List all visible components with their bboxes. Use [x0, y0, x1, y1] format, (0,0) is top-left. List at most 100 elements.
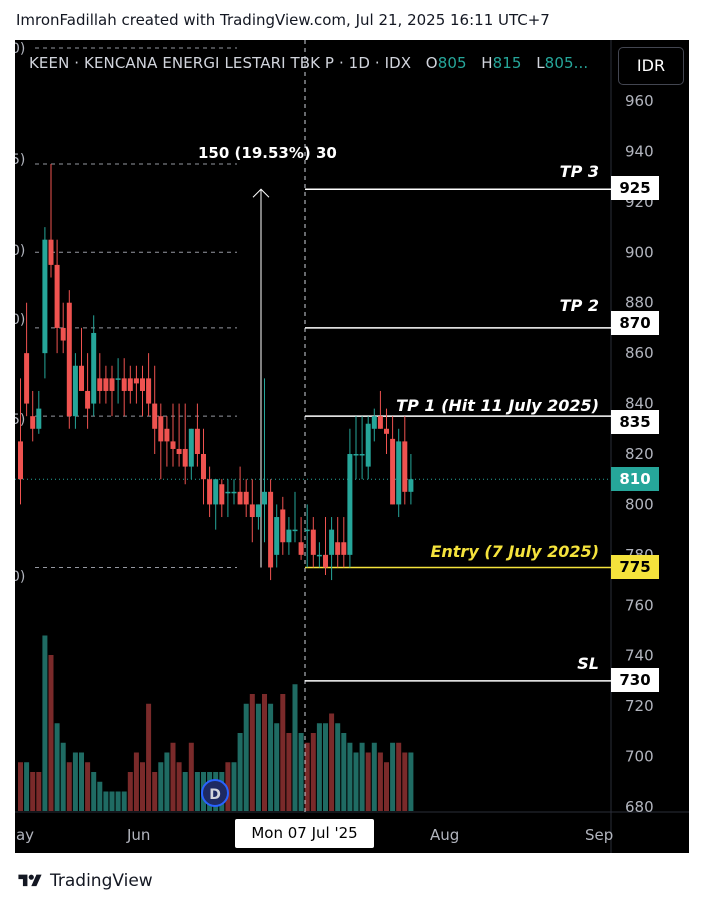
entry-label: Entry (7 July 2025) — [430, 542, 599, 561]
candle-body — [54, 264, 60, 328]
candle-body — [243, 491, 249, 505]
chart-pane[interactable]: 9609409209008808608408208007807607407207… — [15, 40, 689, 853]
x-tick-label: Aug — [430, 826, 459, 844]
candle-body — [115, 378, 121, 380]
y-tick-label: 760 — [625, 596, 654, 614]
volume-bar — [109, 791, 115, 811]
y-tick-label: 720 — [625, 697, 654, 715]
candle-body — [255, 504, 261, 518]
volume-bar — [353, 752, 359, 811]
volume-bar — [396, 742, 402, 811]
dividend-badge[interactable]: D — [201, 779, 229, 807]
attribution-header: ImronFadillah created with TradingView.c… — [16, 11, 550, 29]
volume-bar — [72, 752, 78, 811]
candle-body — [329, 529, 335, 555]
volume-bar — [298, 733, 304, 811]
candle-body — [341, 542, 347, 555]
candle-body — [274, 517, 280, 555]
volume-bar — [335, 723, 341, 811]
volume-bar — [60, 742, 66, 811]
low-value: 805... — [544, 54, 589, 72]
left-edge-label: 0) — [15, 243, 25, 259]
candle-body — [140, 378, 145, 391]
candle-body — [30, 416, 36, 429]
volume-bar — [140, 762, 145, 811]
tradingview-logo-icon — [18, 874, 42, 887]
y-tick-label: 940 — [625, 142, 654, 160]
candle-body — [194, 428, 200, 454]
candle-body — [170, 441, 176, 449]
volume-bar — [48, 655, 54, 811]
y-tick-label: 680 — [625, 798, 654, 816]
candle-body — [371, 416, 377, 429]
volume-bar — [286, 733, 292, 811]
volume-bar — [365, 752, 371, 811]
candle-body — [182, 448, 188, 467]
candle-body — [402, 441, 408, 492]
candle-body — [103, 378, 109, 391]
candle-body — [201, 454, 206, 480]
measure-arrow-head — [252, 188, 270, 198]
volume-bar — [274, 723, 280, 811]
volume-bar — [42, 635, 48, 811]
volume-bar — [268, 703, 274, 811]
volume-bar — [66, 762, 72, 811]
candle-body — [24, 353, 30, 404]
candle-body — [121, 378, 127, 391]
candlestick-chart[interactable]: 9609409209008808608408208007807607407207… — [15, 40, 689, 853]
candle-body — [164, 428, 170, 442]
volume-bar — [255, 703, 261, 811]
left-edge-label: 0) — [15, 41, 25, 57]
volume-bar — [347, 742, 353, 811]
candle-body — [176, 448, 182, 454]
volume-bar — [164, 752, 170, 811]
volume-bar — [133, 752, 139, 811]
candle-body — [335, 542, 341, 555]
volume-bar — [54, 723, 60, 811]
left-edge-label: 0) — [15, 312, 25, 328]
volume-bar — [97, 781, 103, 811]
volume-bar — [194, 772, 200, 811]
candle-body — [262, 491, 267, 505]
candle-body — [396, 441, 402, 505]
candle-body — [249, 504, 255, 518]
volume-bar — [103, 791, 109, 811]
candle-body — [304, 529, 310, 532]
y-tick-label: 800 — [625, 495, 654, 513]
volume-bar — [170, 742, 176, 811]
sl-price-tag: 730 — [611, 668, 659, 692]
volume-bar — [182, 772, 188, 811]
volume-bar — [79, 752, 84, 811]
tp2-label: TP 2 — [559, 296, 599, 315]
volume-bar — [146, 703, 152, 811]
volume-bar — [243, 703, 249, 811]
tp1-price-tag: 835 — [611, 410, 659, 434]
x-tick-label: May — [15, 826, 34, 844]
candle-body — [213, 479, 219, 505]
tp2-price-tag: 870 — [611, 311, 659, 335]
tp1-label: TP 1 (Hit 11 July 2025) — [396, 396, 599, 415]
symbol-title: KEEN · KENCANA ENERGI LESTARI TBK P · 1D… — [29, 54, 412, 72]
tp3-price-tag: 925 — [611, 176, 659, 200]
candle-body — [268, 491, 274, 568]
candle-body — [280, 509, 286, 543]
volume-bar — [292, 684, 298, 811]
candle-body — [408, 479, 414, 492]
volume-bar — [188, 742, 194, 811]
entry-price-tag: 775 — [611, 555, 659, 579]
open-value: 805 — [437, 54, 467, 72]
volume-bar — [115, 791, 121, 811]
volume-bar — [18, 762, 23, 811]
currency-button[interactable]: IDR — [618, 47, 684, 85]
last-price-tag: 810 — [611, 467, 659, 491]
volume-bar — [121, 791, 127, 811]
candle-body — [353, 454, 359, 456]
candle-body — [109, 378, 115, 391]
candle-body — [323, 554, 328, 568]
candle-body — [36, 408, 42, 429]
candle-body — [188, 428, 194, 467]
y-tick-label: 860 — [625, 344, 654, 362]
candle-body — [207, 479, 213, 505]
candle-body — [237, 491, 243, 505]
volume-bar — [176, 762, 182, 811]
